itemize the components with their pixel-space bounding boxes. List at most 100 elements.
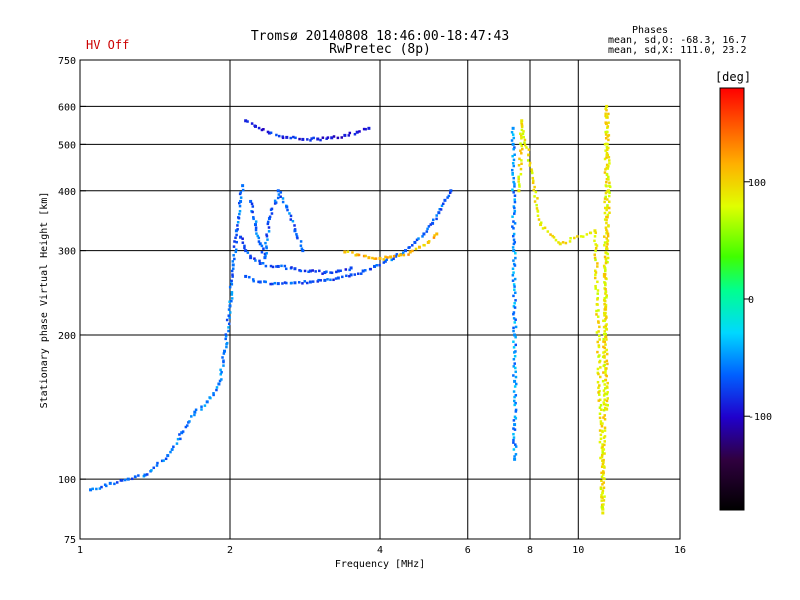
echo-dot — [604, 387, 607, 390]
echo-dot — [448, 191, 452, 194]
echo-dot — [601, 355, 605, 359]
echo-dot — [600, 499, 603, 502]
echo-dot — [178, 433, 181, 436]
colorbar — [719, 87, 745, 511]
echo-dot — [260, 128, 264, 132]
echo-dot — [605, 228, 608, 232]
echo-dot — [369, 267, 372, 271]
data-point — [603, 313, 607, 317]
echo-dot — [184, 425, 188, 429]
echo-dot — [266, 222, 270, 226]
echo-dot — [130, 477, 134, 481]
echo-dot — [512, 374, 515, 377]
echo-dot — [603, 319, 606, 323]
echo-dot — [513, 264, 517, 267]
echo-dot — [230, 299, 233, 303]
echo-dot — [357, 253, 361, 257]
echo-dot — [306, 281, 309, 285]
echo-dot — [517, 177, 520, 181]
echo-dot — [599, 437, 603, 441]
echo-dot — [426, 227, 429, 231]
colorbar-tick-label: 100 — [748, 178, 766, 189]
echo-dot — [354, 254, 357, 257]
data-point — [605, 104, 609, 108]
echo-dot — [268, 215, 272, 219]
echo-dot — [438, 208, 442, 211]
echo-dot — [266, 220, 270, 224]
echo-dot — [602, 325, 606, 329]
echo-dot — [246, 120, 249, 123]
echo-dot — [225, 345, 228, 349]
echo-dot — [397, 254, 401, 257]
echo-dot — [518, 185, 521, 188]
echo-dot — [531, 176, 535, 180]
echo-dot — [176, 437, 180, 441]
echo-dot — [594, 249, 597, 253]
echo-dot — [579, 235, 583, 238]
echo-dot — [604, 287, 607, 291]
echo-dot — [300, 247, 304, 250]
echo-dot — [221, 356, 224, 359]
data-point — [435, 232, 439, 236]
echo-dot — [427, 240, 431, 243]
echo-dot — [238, 201, 241, 205]
echo-dot — [134, 475, 137, 479]
echo-dot — [598, 393, 601, 396]
echo-dot — [254, 228, 258, 232]
echo-dot — [299, 244, 303, 247]
echo-dot — [607, 146, 610, 150]
echo-dot — [298, 137, 301, 141]
echo-dot — [512, 365, 516, 368]
echo-dot — [290, 281, 293, 285]
echo-dot — [238, 212, 241, 216]
echo-dot — [326, 136, 330, 139]
echo-dot — [249, 254, 252, 258]
echo-dot — [237, 216, 240, 219]
echo-dot — [605, 352, 609, 356]
echo-dot — [228, 300, 231, 304]
data-point — [513, 423, 517, 427]
echo-dot — [299, 269, 303, 273]
echo-dot — [602, 337, 605, 341]
echo-dot — [594, 243, 597, 246]
echo-dot — [605, 328, 609, 331]
echo-dot — [296, 236, 299, 240]
echo-dot — [273, 199, 277, 203]
echo-dot — [606, 243, 609, 246]
echo-dot — [519, 134, 523, 137]
echo-dot — [533, 200, 537, 203]
echo-dot — [511, 188, 514, 191]
echo-dot — [113, 482, 116, 486]
echo-dot — [600, 425, 604, 428]
echo-dot — [605, 231, 608, 235]
echo-dot — [348, 131, 352, 135]
echo-dot — [605, 230, 609, 233]
echo-dot — [293, 224, 296, 227]
y-axis-label: Stationary phase Virtual Height [km] — [39, 192, 50, 409]
echo-dot — [599, 487, 603, 491]
echo-dot — [228, 316, 231, 319]
echo-dot — [601, 462, 605, 466]
echo-dot — [533, 195, 536, 198]
echo-dot — [150, 469, 153, 472]
echo-dot — [605, 172, 609, 176]
data-point — [513, 457, 517, 461]
echo-dot — [512, 305, 516, 308]
echo-dot — [512, 427, 515, 430]
echo-dot — [519, 172, 523, 176]
echo-dot — [512, 346, 516, 349]
echo-dot — [512, 436, 516, 439]
echo-dot — [295, 235, 299, 238]
echo-dot — [257, 280, 260, 284]
echo-dot — [513, 403, 516, 407]
echo-dot — [600, 408, 603, 411]
series-spread-column-2-1-2-8-mhz — [249, 189, 305, 260]
echo-dot — [277, 193, 281, 196]
echo-dot — [164, 457, 168, 461]
echo-dot — [188, 420, 191, 423]
data-point — [249, 256, 253, 260]
echo-dot — [513, 428, 517, 431]
echo-dot — [604, 133, 608, 136]
data-point — [301, 249, 305, 253]
echo-dot — [605, 323, 608, 326]
